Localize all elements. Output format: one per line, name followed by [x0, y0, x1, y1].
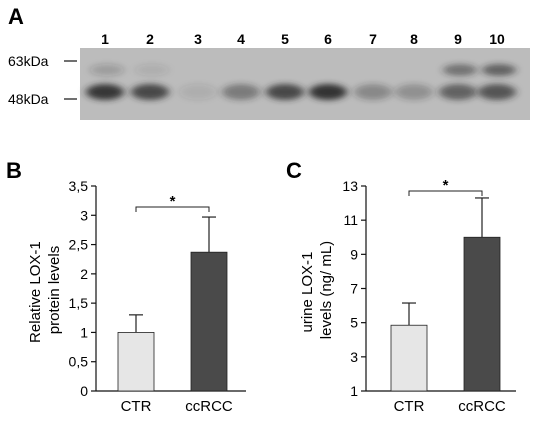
panel-label-a: A: [8, 4, 24, 29]
chart-b-ytick-label: 1: [80, 324, 88, 340]
blot-band-lane-2: [131, 84, 169, 100]
blot-band-lane-6: [309, 84, 347, 100]
blot-upper-band-lane-1: [90, 64, 124, 76]
lane-label-5: 5: [281, 31, 289, 47]
chart-b-significance-bracket: [135, 206, 210, 212]
panel-label-b: B: [6, 158, 22, 183]
panel-label-c: C: [286, 158, 302, 183]
chart-b-significance-star: *: [170, 193, 176, 210]
blot-upper-band-lane-10: [482, 64, 516, 76]
chart-c-ytick-label: 13: [342, 178, 358, 194]
blot-band-lane-5: [266, 84, 304, 100]
lane-label-10: 10: [489, 31, 505, 47]
marker-63kda-label: 63kDa: [8, 53, 49, 69]
chart-c-ytick-label: 9: [350, 246, 358, 262]
lane-label-7: 7: [369, 31, 377, 47]
chart-b-ytick-label: 1,5: [69, 295, 89, 311]
chart-c-bar-ccrcc: [463, 236, 501, 392]
chart-c-ytick-label: 11: [343, 212, 358, 228]
chart-c-category-ccrcc: ccRCC: [458, 398, 506, 415]
blot-upper-band-lane-2: [135, 64, 169, 76]
chart-c-ylabel-line-2: levels (ng/ mL): [318, 241, 335, 339]
western-blot-panel: A 1 2 3 4 5 6 7 8 9 10 63kDa 48kDa: [8, 4, 530, 120]
lane-label-3: 3: [194, 31, 202, 47]
chart-b: B Relative LOX-1 protein levels 0 0,5 1 1,5…: [6, 158, 246, 415]
chart-c-bar-ctr: [390, 324, 428, 392]
lane-labels: 1 2 3 4 5 6 7 8 9 10: [101, 31, 505, 47]
chart-c-ylabel: urine LOX-1 levels (ng/ mL): [299, 241, 335, 339]
chart-b-ylabel-line-1: Relative LOX-1: [27, 241, 44, 343]
chart-c-significance-bracket: [408, 190, 483, 196]
chart-b-ytick-label: 2: [80, 266, 88, 282]
chart-b-ylabel-line-2: protein levels: [46, 246, 63, 334]
chart-b-ytick-label: 2,5: [69, 237, 89, 253]
chart-b-bar-ctr: [117, 332, 155, 392]
marker-48kda-label: 48kDa: [8, 91, 49, 107]
chart-c-ytick-label: 5: [350, 315, 358, 331]
lane-label-6: 6: [324, 31, 332, 47]
chart-c-ytick-label: 3: [350, 349, 358, 365]
blot-band-lane-7: [354, 84, 392, 100]
blot-band-lane-10: [478, 84, 516, 100]
chart-b-category-ctr: CTR: [121, 398, 152, 415]
chart-c-ytick-label: 1: [350, 383, 358, 399]
blot-band-lane-4: [222, 84, 260, 100]
blot-band-lane-9: [439, 84, 477, 100]
chart-b-ytick-label: 0: [80, 383, 88, 399]
blot-band-lane-1: [86, 84, 124, 100]
chart-b-category-ccrcc: ccRCC: [185, 398, 233, 415]
blot-bands: [86, 64, 516, 100]
lane-label-1: 1: [101, 31, 109, 47]
chart-c-ytick-label: 7: [350, 281, 358, 297]
chart-c-significance-star: *: [443, 177, 449, 194]
lane-label-9: 9: [454, 31, 462, 47]
chart-c-ylabel-line-1: urine LOX-1: [299, 252, 316, 333]
blot-membrane: [80, 48, 530, 120]
chart-b-ytick-label: 3,5: [69, 178, 89, 194]
blot-band-lane-8: [395, 84, 433, 100]
blot-band-lane-3: [179, 84, 217, 100]
chart-c-category-ctr: CTR: [394, 398, 425, 415]
chart-c: C urine LOX-1 levels (ng/ mL) 135791113C…: [286, 158, 516, 415]
blot-upper-band-lane-9: [443, 64, 477, 76]
lane-label-8: 8: [410, 31, 418, 47]
lane-label-2: 2: [146, 31, 154, 47]
lane-label-4: 4: [237, 31, 245, 47]
chart-b-ylabel: Relative LOX-1 protein levels: [27, 237, 63, 343]
chart-b-ytick-label: 3: [80, 207, 88, 223]
chart-b-ytick-label: 0,5: [69, 354, 89, 370]
chart-b-bar-ccrcc: [190, 251, 228, 392]
